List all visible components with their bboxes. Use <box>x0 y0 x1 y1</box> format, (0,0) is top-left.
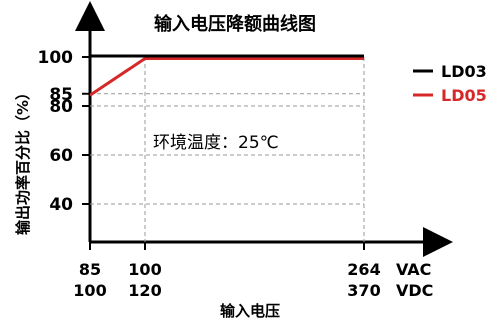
y-tick-label: 85 <box>49 85 73 105</box>
y-tick-label: 80 <box>49 97 73 117</box>
x-tick-label-vdc: 100 <box>73 281 106 300</box>
x-axis-label: 输入电压 <box>220 302 280 320</box>
x-tick-label-vac: 100 <box>128 260 161 279</box>
chart-title: 输入电压降额曲线图 <box>154 13 316 35</box>
series-line-ld05 <box>89 57 364 97</box>
x-unit-vdc: VDC <box>396 281 433 300</box>
y-tick-label: 100 <box>38 48 74 68</box>
legend-label-ld05: LD05 <box>441 86 487 105</box>
y-tick-label: 40 <box>49 195 73 215</box>
x-tick-label-vac: 85 <box>79 260 101 279</box>
legend: LD03 LD05 <box>413 62 487 105</box>
ambient-temp-annotation: 环境温度：25℃ <box>153 133 279 153</box>
x-tick-label-vdc: 370 <box>347 281 380 300</box>
x-tick-label-vdc: 120 <box>128 281 161 300</box>
legend-label-ld03: LD03 <box>441 62 487 81</box>
y-tick-label: 60 <box>49 146 73 166</box>
x-tick-label-vac: 264 <box>347 260 380 279</box>
y-axis-label: 输出功率百分比（%） <box>14 85 32 235</box>
x-unit-vac: VAC <box>396 260 431 279</box>
